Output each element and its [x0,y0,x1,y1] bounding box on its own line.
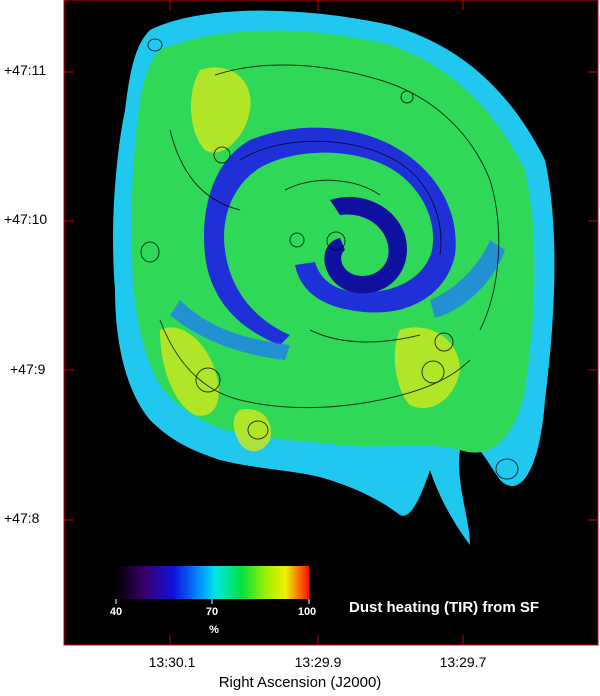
galaxy-emission [113,10,555,545]
colorbar-label: 70 [205,606,219,618]
y-tick-label: +47:8 [4,510,40,526]
spiral-arm-inner [204,127,456,345]
colorbar-label: 40 [109,606,123,618]
colorbar-unit: % [209,624,219,636]
x-tick-label: 13:30.1 [148,654,196,670]
contour-lines [140,38,519,480]
spiral-arm-outer [170,240,505,360]
figure-caption: Dust heating (TIR) from SF [349,599,539,616]
y-tick-label: +47:10 [4,211,48,227]
x-axis-title: Right Ascension (J2000) [218,674,382,691]
plot-frame [63,0,599,646]
y-tick-label: +47:11 [4,62,47,78]
colorbar [116,566,309,599]
spiral-arm-core [324,196,407,294]
x-tick-label: 13:29.9 [294,654,342,670]
x-tick-label: 13:29.7 [439,654,487,670]
colorbar-label: 100 [297,606,317,618]
y-tick-label: +47:9 [10,361,46,377]
frame-ticks [64,0,598,645]
colorbar-ticks [115,599,310,604]
